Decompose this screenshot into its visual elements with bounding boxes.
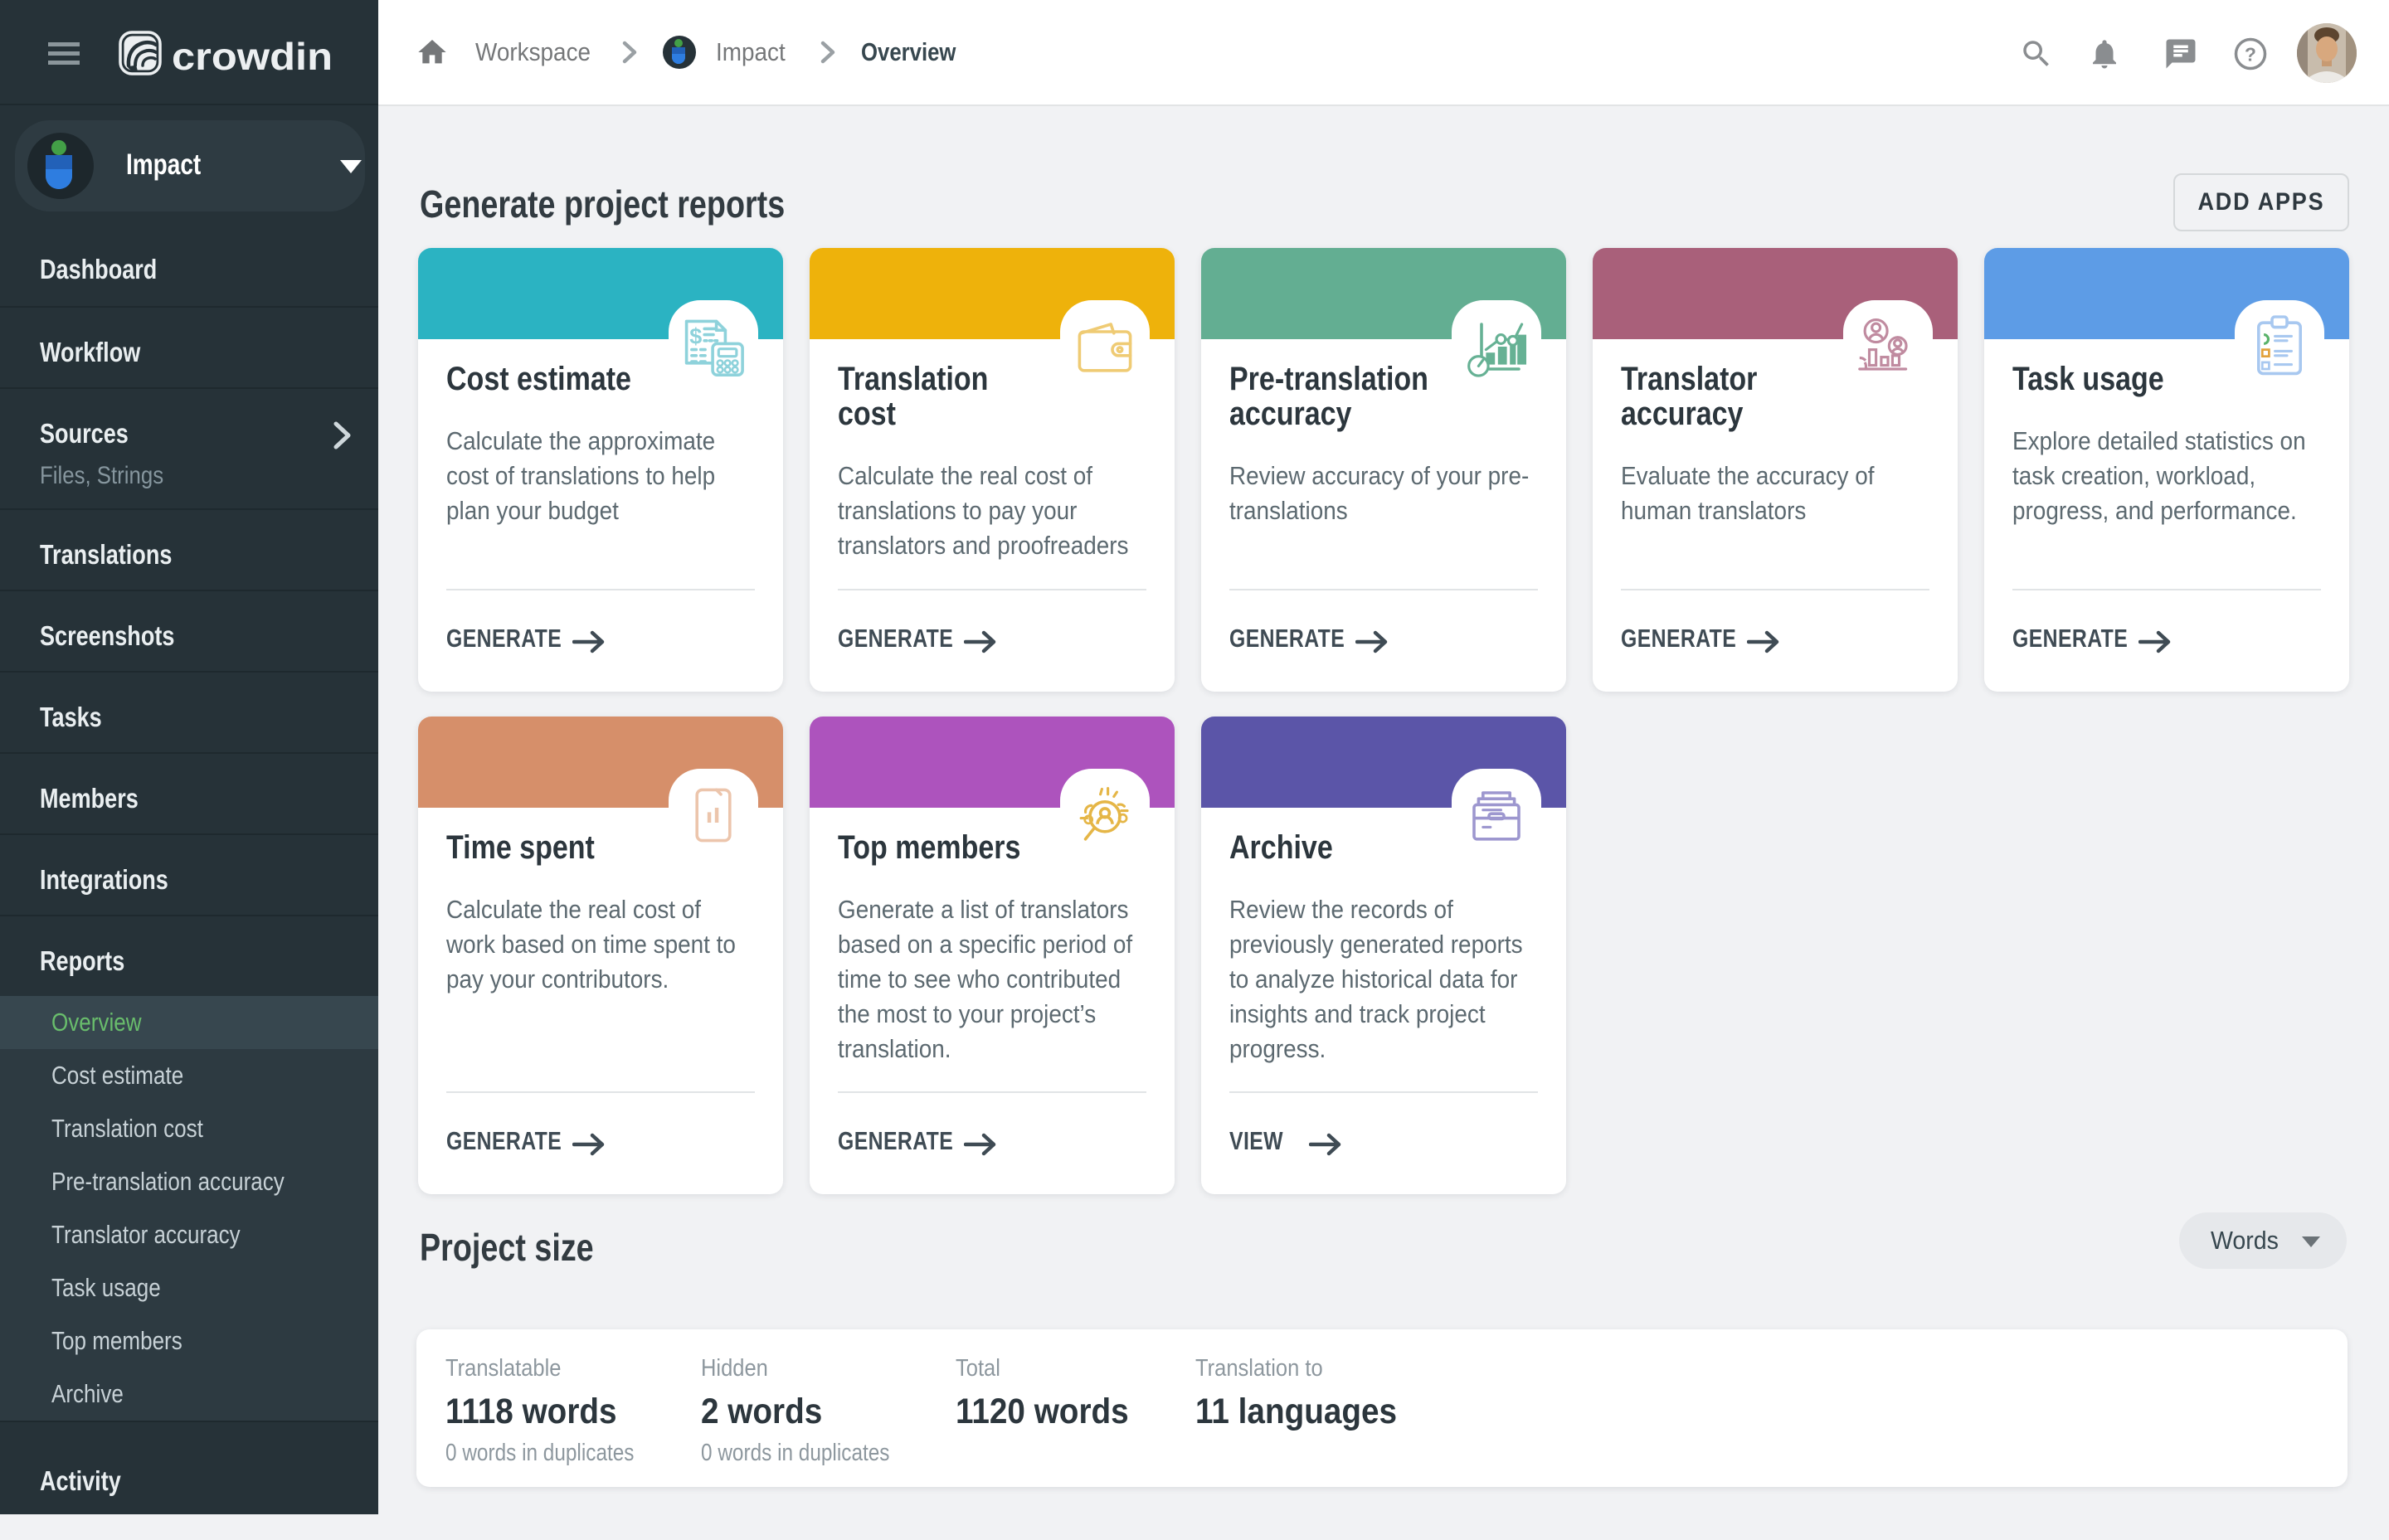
svg-text:?: ? <box>2245 43 2256 65</box>
svg-text:$: $ <box>689 323 702 348</box>
